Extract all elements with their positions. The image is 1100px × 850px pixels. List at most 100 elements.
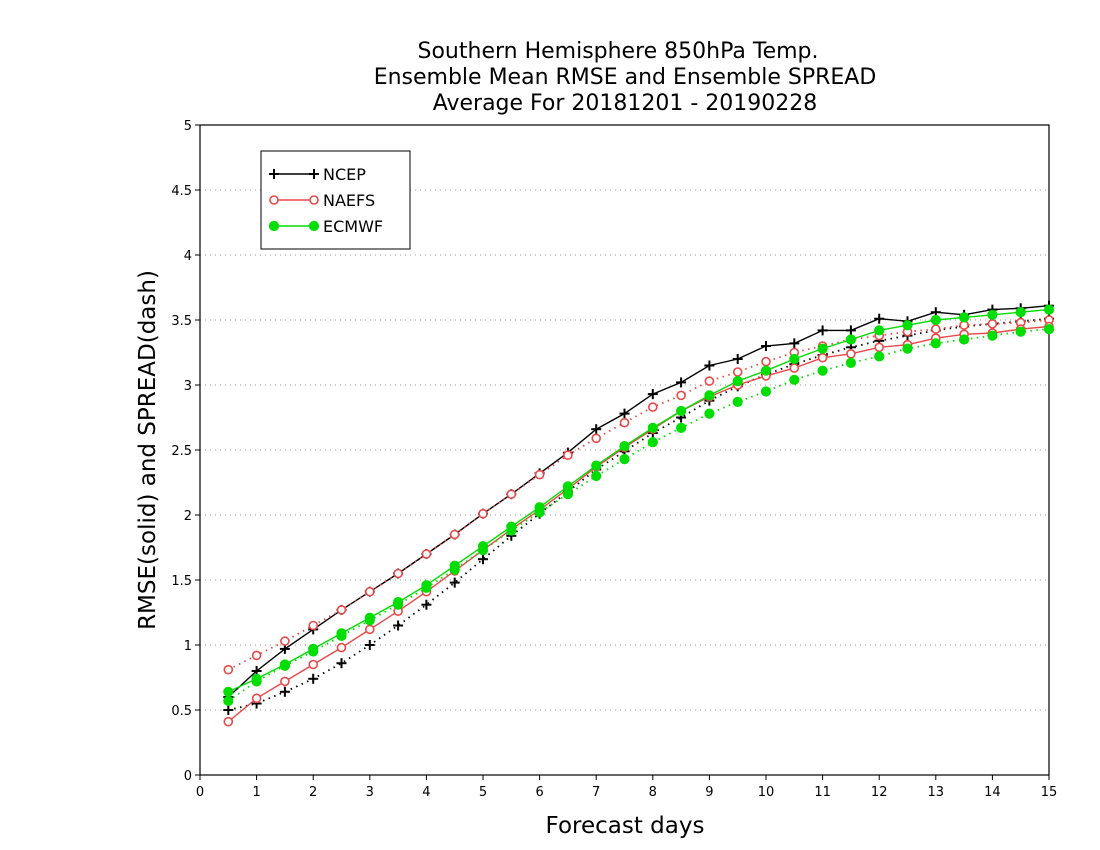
- legend-label-naefs: NAEFS: [323, 191, 375, 210]
- series-ecmwf: [223, 304, 1055, 707]
- series-naefs-rmse-line: [227, 325, 1050, 723]
- series-ncep-rmse-point-15: [647, 389, 658, 400]
- series-ecmwf-spread-point-29: [1043, 324, 1055, 335]
- series-layer: [223, 300, 1055, 727]
- series-ecmwf-rmse-point-28: [1015, 307, 1026, 318]
- series-ecmwf-spread-point-0: [223, 695, 234, 707]
- legend-entry-ecmwf: ECMWF: [268, 217, 383, 236]
- series-ncep-spread-point-6: [393, 620, 404, 631]
- chart-title-line-3: Average For 20181201 - 20190228: [433, 91, 818, 116]
- series-ecmwf-rmse-point-21: [817, 343, 828, 354]
- y-tick-label-8: 4: [184, 249, 192, 264]
- series-ncep-spread-point-3: [308, 673, 319, 684]
- series-naefs-spread-point-1: [251, 650, 262, 661]
- series-ecmwf-rmse-point-18: [732, 376, 743, 387]
- series-ncep: [223, 300, 1054, 715]
- series-ecmwf-rmse-point-15: [647, 422, 658, 433]
- series-ecmwf-spread-point-21: [817, 365, 828, 376]
- series-ecmwf-rmse-point-8: [449, 560, 460, 571]
- x-tick-label-12: 12: [871, 785, 888, 800]
- series-naefs-spread-point-15: [647, 402, 658, 412]
- series-ncep-rmse-point-14: [619, 408, 630, 419]
- series-naefs-spread-point-7: [421, 549, 432, 559]
- series-ecmwf-rmse-point-12: [562, 481, 574, 492]
- y-tick-label-3: 1.5: [171, 574, 192, 589]
- series-ecmwf-rmse-point-20: [789, 353, 800, 365]
- series-ncep-spread-point-9: [478, 554, 488, 565]
- series-naefs-spread-point-5: [364, 586, 375, 597]
- series-ecmwf-spread-point-14: [619, 454, 630, 465]
- x-tick-label-5: 5: [479, 785, 487, 800]
- series-ecmwf-spread-point-28: [1015, 326, 1026, 337]
- series-ecmwf-rmse-point-23: [874, 325, 885, 336]
- series-naefs: [223, 315, 1054, 727]
- legend-marker-naefs-start: [269, 195, 279, 205]
- series-ecmwf-rmse-point-19: [760, 365, 772, 376]
- series-ecmwf-rmse-point-4: [336, 628, 347, 639]
- series-naefs-spread-point-10: [506, 489, 517, 500]
- series-ecmwf-rmse-point-9: [477, 541, 489, 552]
- series-naefs-spread-point-13: [591, 433, 602, 444]
- series-ecmwf-spread-point-22: [845, 357, 857, 368]
- series-naefs-rmse-point-2: [280, 676, 290, 687]
- series-naefs-spread-point-25: [930, 324, 941, 334]
- series-ncep-rmse-point-18: [732, 354, 743, 364]
- series-naefs-spread-point-17: [704, 376, 715, 386]
- series-naefs-spread-point-4: [336, 605, 347, 615]
- series-ecmwf-rmse-point-17: [704, 390, 715, 401]
- x-tick-label-3: 3: [366, 785, 374, 800]
- series-ncep-rmse-point-22: [845, 325, 856, 336]
- x-tick-label-9: 9: [705, 785, 713, 800]
- series-naefs-spread-point-0: [223, 664, 234, 675]
- legend: NCEP NAEFS ECMWF: [260, 150, 411, 250]
- series-naefs-rmse-point-21: [817, 352, 828, 363]
- x-tick-label-11: 11: [814, 785, 831, 800]
- y-tick-label-1: 0.5: [171, 704, 192, 719]
- legend-label-ecmwf: ECMWF: [323, 217, 383, 236]
- legend-entry-ncep: NCEP: [269, 165, 366, 184]
- series-naefs-rmse-point-1: [251, 693, 262, 704]
- series-naefs-spread-point-9: [478, 508, 488, 519]
- series-naefs-spread-point-8: [449, 529, 460, 540]
- x-tick-label-2: 2: [309, 785, 317, 800]
- legend-entry-naefs: NAEFS: [269, 191, 375, 210]
- series-naefs-spread-point-18: [732, 367, 743, 377]
- series-ecmwf-rmse-point-5: [364, 612, 375, 623]
- series-ecmwf-spread-point-16: [676, 422, 687, 433]
- series-naefs-rmse-point-5: [364, 624, 375, 635]
- series-naefs-spread-point-3: [308, 620, 319, 631]
- series-ecmwf-rmse-point-25: [930, 314, 941, 326]
- x-tick-label-14: 14: [984, 785, 1001, 800]
- chart-title: Southern Hemisphere 850hPa Temp. Ensembl…: [374, 39, 877, 116]
- legend-label-ncep: NCEP: [323, 165, 366, 184]
- y-tick-label-2: 1: [184, 639, 192, 654]
- legend-marker-ecmwf-start: [268, 220, 280, 232]
- series-ecmwf-rmse-point-10: [506, 521, 517, 532]
- x-tick-label-8: 8: [649, 785, 657, 800]
- series-ecmwf-rmse-point-2: [279, 659, 290, 670]
- x-axis-label: Forecast days: [546, 813, 705, 839]
- y-tick-label-6: 3: [184, 379, 192, 394]
- series-ecmwf-rmse-point-14: [619, 441, 630, 452]
- series-ncep-spread-point-4: [336, 658, 347, 669]
- series-ncep-spread-point-2: [279, 686, 290, 697]
- series-naefs-spread-point-12: [563, 450, 573, 461]
- series-ecmwf-rmse-point-7: [421, 580, 432, 591]
- series-ecmwf-spread-point-17: [704, 408, 715, 419]
- series-naefs-rmse-point-23: [874, 342, 885, 353]
- legend-marker-ncep-end: [309, 169, 319, 179]
- x-tick-label-1: 1: [252, 785, 260, 800]
- series-naefs-spread-point-16: [676, 390, 686, 401]
- series-ncep-spread-point-5: [364, 640, 375, 650]
- series-ecmwf-rmse-point-3: [308, 643, 319, 655]
- y-tick-label-10: 5: [184, 119, 192, 134]
- series-ecmwf-rmse-point-24: [902, 320, 913, 331]
- y-tick-label-5: 2.5: [171, 444, 192, 459]
- series-ncep-spread-point-0: [223, 705, 234, 715]
- series-ecmwf-spread-point-20: [789, 374, 800, 385]
- series-ecmwf-spread-point-23: [874, 351, 885, 362]
- series-ecmwf-rmse-point-26: [959, 312, 970, 323]
- series-ecmwf-spread-point-19: [760, 386, 772, 397]
- y-tick-label-9: 4.5: [171, 184, 192, 199]
